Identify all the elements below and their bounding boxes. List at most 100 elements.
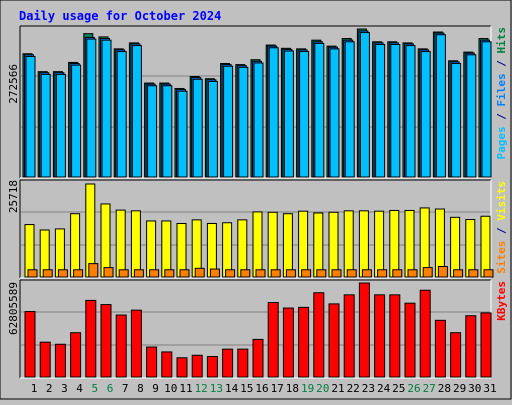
bar-kbytes-day-15 xyxy=(237,348,249,378)
x-tick-label-day-12: 12 xyxy=(195,382,208,395)
x-tick-label-day-27: 27 xyxy=(423,382,436,395)
bar-kbytes-day-1 xyxy=(24,311,36,378)
bar-pages-day-25 xyxy=(390,44,401,178)
bar-sites-day-25 xyxy=(392,269,403,278)
bar-sites-day-18 xyxy=(285,269,296,278)
bar-pages-day-28 xyxy=(435,34,446,178)
bar-visits-day-11 xyxy=(176,222,187,278)
bar-visits-day-9 xyxy=(146,220,157,278)
bar-kbytes-day-16 xyxy=(252,338,264,378)
kbytes-panel-series-label-part-1: KBytes xyxy=(495,281,508,321)
bar-kbytes-day-21 xyxy=(328,303,340,378)
bar-kbytes-day-18 xyxy=(282,307,294,378)
bar-pages-day-8 xyxy=(131,45,142,178)
bar-visits-day-6 xyxy=(100,203,111,278)
bar-sites-day-23 xyxy=(361,269,372,278)
bar-pages-day-20 xyxy=(314,42,325,178)
bar-pages-day-22 xyxy=(344,41,355,178)
bar-sites-day-22 xyxy=(346,269,357,278)
bar-sites-day-12 xyxy=(194,267,205,278)
bar-kbytes-day-14 xyxy=(222,348,234,378)
x-tick-label-day-18: 18 xyxy=(286,382,299,395)
x-tick-label-day-21: 21 xyxy=(331,382,344,395)
bar-kbytes-day-30 xyxy=(465,315,477,378)
bar-pages-day-15 xyxy=(238,66,249,178)
bar-kbytes-day-6 xyxy=(100,304,112,378)
bar-kbytes-day-19 xyxy=(298,306,310,378)
x-tick-label-day-10: 10 xyxy=(164,382,177,395)
visits-panel-series-label-part-2: / xyxy=(495,221,508,241)
bar-sites-day-24 xyxy=(377,269,388,278)
bar-sites-day-21 xyxy=(331,269,342,278)
bar-pages-day-31 xyxy=(481,41,492,178)
bar-visits-day-21 xyxy=(328,211,339,278)
bar-kbytes-day-28 xyxy=(434,319,446,378)
bar-sites-day-3 xyxy=(57,269,68,278)
x-tick-label-day-26: 26 xyxy=(407,382,420,395)
bar-kbytes-day-3 xyxy=(54,343,66,378)
bar-sites-day-1 xyxy=(27,269,38,278)
bar-kbytes-day-11 xyxy=(176,357,188,378)
bar-pages-day-23 xyxy=(359,32,370,178)
bar-pages-day-5 xyxy=(86,38,97,178)
x-tick-label-day-4: 4 xyxy=(76,382,83,395)
x-tick-label-day-6: 6 xyxy=(107,382,114,395)
bar-sites-day-14 xyxy=(225,269,236,278)
bar-pages-day-18 xyxy=(283,50,294,178)
bar-sites-day-4 xyxy=(73,269,84,278)
bar-sites-day-9 xyxy=(149,269,160,278)
bar-visits-day-26 xyxy=(404,209,415,278)
bar-visits-day-20 xyxy=(313,212,324,278)
kbytes-panel-ymax-label: 62805589 xyxy=(7,282,20,335)
bar-kbytes-day-5 xyxy=(85,299,97,378)
bar-sites-day-26 xyxy=(407,269,418,278)
bar-sites-day-27 xyxy=(422,267,433,278)
bar-pages-day-19 xyxy=(299,51,310,178)
bar-sites-day-20 xyxy=(316,269,327,278)
bar-sites-day-31 xyxy=(483,269,494,278)
bar-pages-day-17 xyxy=(268,47,279,178)
x-tick-label-day-11: 11 xyxy=(179,382,192,395)
bar-visits-day-7 xyxy=(115,209,126,278)
x-tick-label-day-14: 14 xyxy=(225,382,239,395)
bar-visits-day-31 xyxy=(480,215,491,278)
bar-visits-day-17 xyxy=(267,211,278,278)
x-tick-label-day-30: 30 xyxy=(468,382,481,395)
bar-pages-day-2 xyxy=(40,73,51,178)
bar-pages-day-24 xyxy=(375,44,386,178)
bar-kbytes-day-23 xyxy=(358,282,370,378)
bar-visits-day-25 xyxy=(389,209,400,278)
x-tick-label-day-1: 1 xyxy=(31,382,38,395)
bar-sites-day-15 xyxy=(240,269,251,278)
bar-sites-day-6 xyxy=(103,267,114,278)
x-tick-label-day-22: 22 xyxy=(347,382,360,395)
bar-visits-day-18 xyxy=(282,213,293,278)
x-tick-label-day-23: 23 xyxy=(362,382,375,395)
bar-visits-day-15 xyxy=(237,219,248,278)
bar-sites-day-28 xyxy=(437,266,448,278)
x-tick-label-day-7: 7 xyxy=(122,382,129,395)
bar-pages-day-6 xyxy=(101,39,112,178)
bar-visits-day-30 xyxy=(465,219,476,278)
bar-visits-day-27 xyxy=(419,207,430,278)
bar-visits-day-16 xyxy=(252,211,263,278)
bar-visits-day-4 xyxy=(70,213,81,278)
bar-kbytes-day-12 xyxy=(191,354,203,378)
bar-pages-day-7 xyxy=(116,51,127,178)
hits-panel-series-label-part-3: Files xyxy=(495,73,508,106)
bar-sites-day-30 xyxy=(468,269,479,278)
x-tick-label-day-29: 29 xyxy=(453,382,466,395)
bar-kbytes-day-7 xyxy=(115,314,127,378)
bar-sites-day-16 xyxy=(255,269,266,278)
bar-pages-day-11 xyxy=(177,90,188,178)
chart-title: Daily usage for October 2024 xyxy=(19,9,221,23)
bar-kbytes-day-27 xyxy=(419,289,431,378)
hits-panel-series-label-part-1: Pages xyxy=(495,126,508,159)
bar-kbytes-day-24 xyxy=(374,294,386,378)
x-tick-label-day-17: 17 xyxy=(271,382,284,395)
x-tick-label-day-28: 28 xyxy=(438,382,451,395)
kbytes-panel-series-label: KBytes xyxy=(495,281,508,321)
x-tick-label-day-31: 31 xyxy=(483,382,496,395)
x-tick-label-day-3: 3 xyxy=(61,382,68,395)
